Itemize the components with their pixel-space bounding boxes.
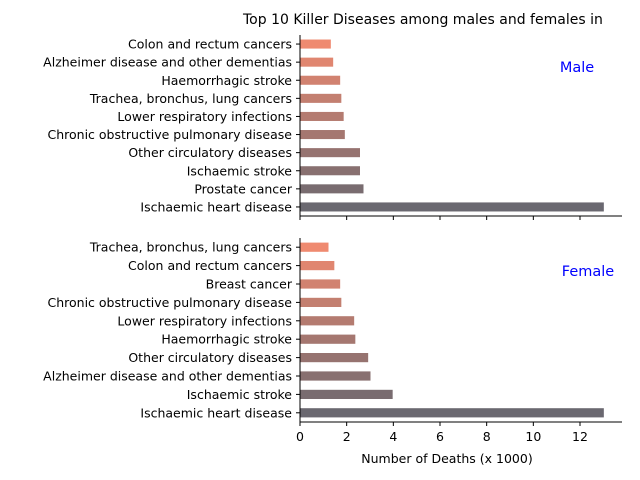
x-tick-label: 8 bbox=[483, 429, 491, 444]
x-axis-label: Number of Deaths (x 1000) bbox=[361, 451, 532, 466]
x-tick-label: 10 bbox=[525, 429, 541, 444]
y-tick-label: Chronic obstructive pulmonary disease bbox=[48, 127, 293, 142]
x-tick-label: 0 bbox=[296, 429, 304, 444]
bar bbox=[300, 242, 329, 252]
bar bbox=[300, 408, 604, 418]
y-tick-label: Lower respiratory infections bbox=[117, 109, 292, 124]
x-axis: 0 2 4 6 8 10 12 bbox=[296, 216, 588, 444]
y-tick-label: Colon and rectum cancers bbox=[128, 258, 292, 273]
bar bbox=[300, 371, 371, 381]
y-tick-label: Breast cancer bbox=[206, 277, 293, 292]
panel-label: Female bbox=[562, 264, 615, 280]
y-tick-label: Chronic obstructive pulmonary disease bbox=[48, 295, 293, 310]
bar bbox=[300, 148, 360, 158]
y-tick-label: Trachea, bronchus, lung cancers bbox=[89, 91, 292, 106]
panel-female: Trachea, bronchus, lung cancers Colon and… bbox=[43, 238, 622, 423]
bar bbox=[300, 279, 341, 289]
y-tick-label: Haemorrhagic stroke bbox=[161, 332, 292, 347]
bar bbox=[300, 39, 331, 49]
x-tick-label: 12 bbox=[572, 429, 588, 444]
x-tick-label: 4 bbox=[389, 429, 397, 444]
y-tick-label: Ischaemic heart disease bbox=[140, 405, 292, 420]
y-tick-label: Other circulatory diseases bbox=[128, 145, 292, 160]
y-tick-label: Trachea, bronchus, lung cancers bbox=[89, 240, 292, 255]
bar bbox=[300, 297, 342, 307]
panel-male: Colon and rectum cancers Alzheimer diseas… bbox=[43, 35, 622, 217]
bar bbox=[300, 261, 335, 271]
y-tick-label: Other circulatory diseases bbox=[128, 350, 292, 365]
bar bbox=[300, 57, 334, 67]
y-tick-label: Lower respiratory infections bbox=[117, 313, 292, 328]
bar bbox=[300, 166, 360, 176]
bar bbox=[300, 334, 356, 344]
bar bbox=[300, 130, 345, 140]
bar bbox=[300, 93, 342, 103]
y-tick-label: Ischaemic stroke bbox=[187, 163, 293, 178]
bar bbox=[300, 75, 341, 85]
x-tick-label: 6 bbox=[436, 429, 444, 444]
bar bbox=[300, 389, 393, 399]
bar bbox=[300, 184, 364, 194]
y-tick-label: Ischaemic heart disease bbox=[140, 199, 292, 214]
y-tick-label: Alzheimer disease and other dementias bbox=[43, 369, 292, 384]
panel-label: Male bbox=[560, 60, 594, 76]
bar bbox=[300, 316, 355, 326]
y-tick-label: Prostate cancer bbox=[194, 181, 292, 196]
bar bbox=[300, 353, 369, 363]
y-tick-label: Ischaemic stroke bbox=[187, 387, 293, 402]
y-tick-label: Haemorrhagic stroke bbox=[161, 73, 292, 88]
bar bbox=[300, 202, 604, 212]
x-tick-label: 2 bbox=[343, 429, 351, 444]
chart-title: Top 10 Killer Diseases among males and f… bbox=[242, 12, 603, 28]
y-tick-label: Alzheimer disease and other dementias bbox=[43, 55, 292, 70]
y-tick-label: Colon and rectum cancers bbox=[128, 37, 292, 52]
bar bbox=[300, 111, 344, 121]
